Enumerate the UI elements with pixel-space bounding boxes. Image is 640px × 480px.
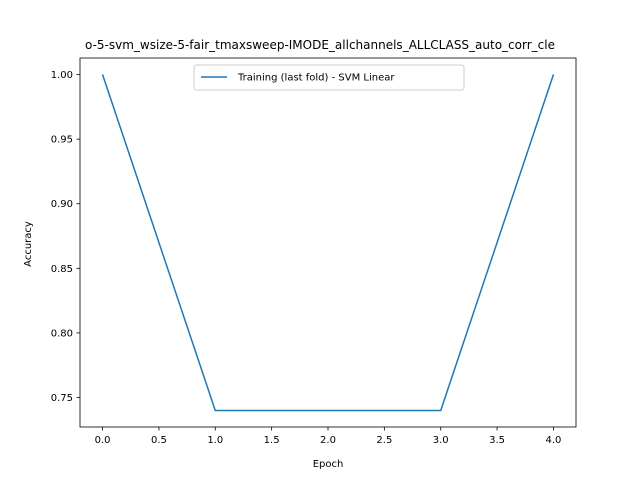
- x-tick-label: 3.0: [433, 435, 449, 446]
- x-tick-label: 0.5: [151, 435, 167, 446]
- x-tick-label: 2.5: [376, 435, 392, 446]
- x-axis-label: Epoch: [313, 459, 344, 470]
- series-layer: [101, 74, 555, 412]
- y-tick-label: 0.75: [51, 393, 73, 404]
- chart-title: o-5-svm_wsize-5-fair_tmaxsweep-IMODE_all…: [85, 38, 555, 52]
- legend: Training (last fold) - SVM Linear: [193, 64, 465, 91]
- legend-box: [193, 64, 465, 91]
- x-tick-label: 0.0: [95, 435, 111, 446]
- plot-frame: [79, 57, 577, 428]
- axes: 0.0 0.5 1.0 1.5 2.0 2.5 3.0 3.5 4.0 0.75 0.80 0.85 0…: [51, 57, 577, 446]
- y-tick-label: 1.00: [51, 70, 73, 81]
- y-tick-label: 0.80: [51, 328, 73, 339]
- x-tick-label: 2.0: [320, 435, 336, 446]
- y-tick-label: 0.85: [51, 264, 73, 275]
- x-tick-label: 4.0: [546, 435, 562, 446]
- y-tick-label: 0.90: [51, 199, 73, 210]
- x-tick-label: 1.0: [207, 435, 223, 446]
- legend-label: Training (last fold) - SVM Linear: [237, 73, 395, 84]
- y-tick-label: 0.95: [51, 135, 73, 146]
- series-line: [101, 74, 555, 412]
- x-tick-label: 3.5: [489, 435, 505, 446]
- y-axis-label: Accuracy: [23, 221, 34, 267]
- x-tick-label: 1.5: [264, 435, 280, 446]
